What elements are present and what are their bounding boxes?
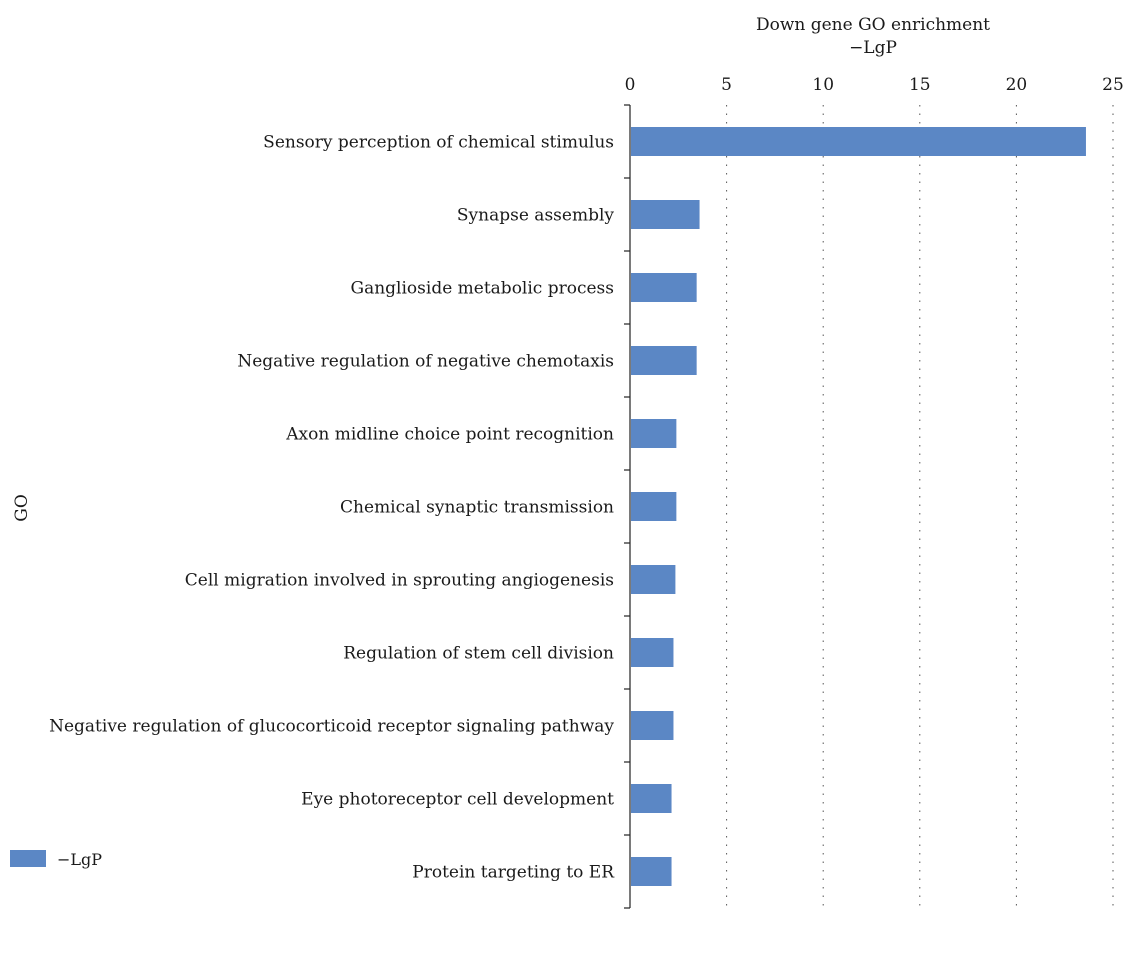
category-label: Sensory perception of chemical stimulus [263, 133, 614, 153]
category-label: Synapse assembly [457, 206, 614, 226]
category-label: Negative regulation of negative chemotax… [237, 352, 614, 372]
bar [631, 200, 700, 229]
bar [631, 273, 697, 302]
bars [631, 127, 1086, 886]
category-labels: Sensory perception of chemical stimulus S… [49, 133, 615, 883]
category-label: Protein targeting to ER [412, 863, 615, 883]
bar [631, 784, 672, 813]
bar [631, 638, 674, 667]
x-tick-label: 25 [1102, 75, 1124, 95]
bar [631, 565, 676, 594]
category-label: Chemical synaptic transmission [340, 498, 614, 518]
bar [631, 127, 1086, 156]
x-tick-label: 5 [721, 75, 732, 95]
chart-title: Down gene GO enrichment [756, 15, 990, 35]
x-tick-label: 20 [1006, 75, 1028, 95]
category-label: Negative regulation of glucocorticoid re… [49, 717, 614, 737]
bar [631, 711, 674, 740]
bar [631, 346, 697, 375]
legend-swatch [10, 850, 46, 867]
legend: −LgP [10, 850, 102, 869]
legend-label: −LgP [57, 850, 102, 869]
y-axis-label: GO [12, 494, 32, 522]
bar [631, 492, 677, 521]
x-tick-label: 15 [909, 75, 931, 95]
category-label: Ganglioside metabolic process [351, 279, 615, 299]
x-tick-label: 10 [812, 75, 834, 95]
x-axis-ticks: 0 5 10 15 20 25 [624, 75, 1124, 909]
x-tick-label: 0 [625, 75, 636, 95]
gridlines [726, 105, 1114, 908]
category-label: Eye photoreceptor cell development [301, 790, 614, 810]
category-label: Regulation of stem cell division [343, 644, 614, 664]
category-label: Axon midline choice point recognition [285, 425, 614, 445]
bar [631, 419, 677, 448]
category-label: Cell migration involved in sprouting ang… [185, 571, 614, 591]
x-axis-label: −LgP [849, 38, 897, 58]
bar [631, 857, 672, 886]
